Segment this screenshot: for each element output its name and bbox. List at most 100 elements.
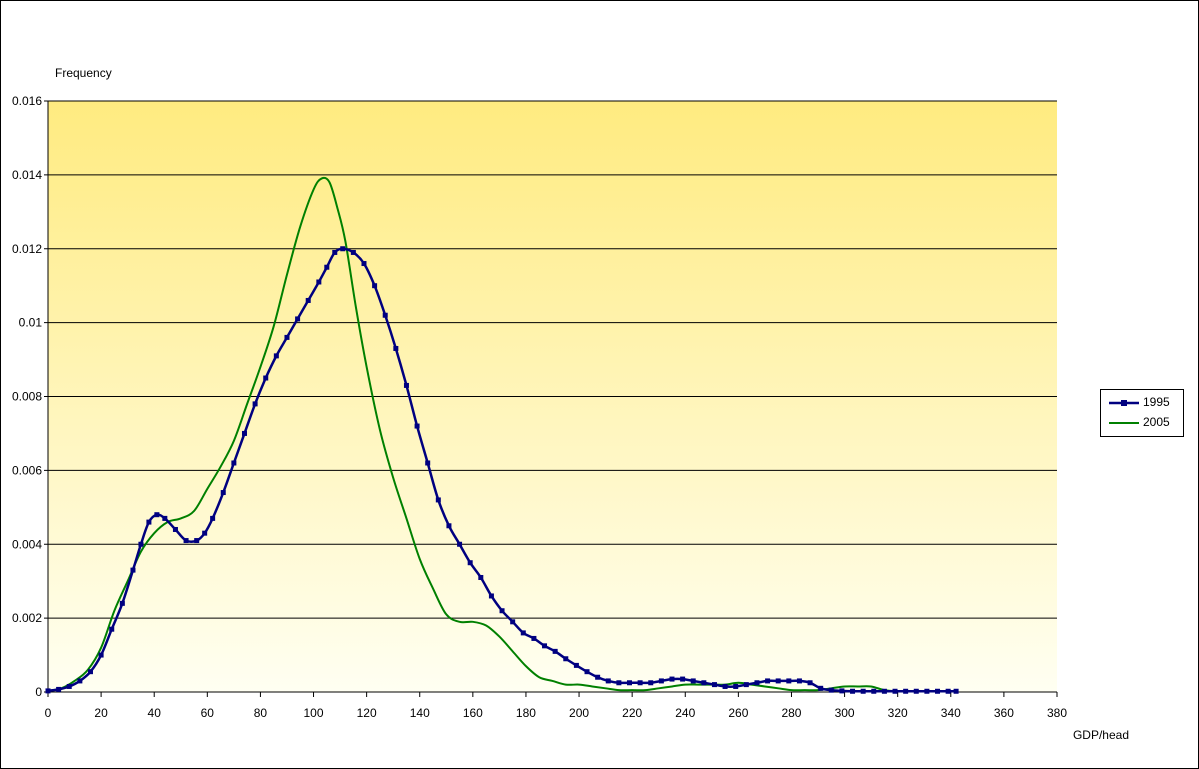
data-point-1995 (194, 538, 200, 544)
data-point-1995 (119, 600, 125, 606)
data-point-1995 (828, 687, 834, 693)
series-group (45, 176, 959, 694)
data-point-1995 (403, 382, 409, 388)
data-point-1995 (722, 683, 728, 689)
x-tick-label: 160 (463, 706, 483, 720)
data-point-1995 (45, 688, 51, 694)
data-point-1995 (520, 630, 526, 636)
data-point-1995 (273, 353, 279, 359)
y-tick-label: 0.004 (12, 537, 42, 551)
y-tick-label: 0.008 (12, 390, 42, 404)
x-tick-label: 280 (781, 706, 801, 720)
data-point-1995 (162, 515, 168, 521)
data-point-1995 (531, 635, 537, 641)
x-tick-label: 0 (45, 706, 52, 720)
data-point-1995 (340, 246, 346, 252)
legend-label-1995: 1995 (1143, 395, 1170, 409)
y-tick-label: 0.014 (12, 168, 42, 182)
data-point-1995 (499, 608, 505, 614)
x-tick-label: 220 (622, 706, 642, 720)
data-point-1995 (595, 674, 601, 680)
x-tick-label: 100 (304, 706, 324, 720)
data-point-1995 (146, 519, 152, 525)
data-point-1995 (913, 688, 919, 694)
data-point-1995 (935, 688, 941, 694)
data-point-1995 (172, 526, 178, 532)
data-point-1995 (881, 688, 887, 694)
data-point-1995 (263, 375, 269, 381)
data-point-1995 (56, 686, 62, 692)
data-point-1995 (109, 626, 115, 632)
y-tick-label: 0.01 (19, 316, 43, 330)
data-point-1995 (220, 490, 226, 496)
data-point-1995 (616, 680, 622, 686)
y-tick-label: 0.012 (12, 242, 42, 256)
legend: 1995 2005 (1100, 389, 1184, 437)
data-point-1995 (66, 683, 72, 689)
x-tick-label: 340 (941, 706, 961, 720)
y-tick-label: 0 (35, 685, 42, 699)
legend-swatch-1995 (1109, 400, 1139, 406)
x-tick-label: 380 (1047, 706, 1067, 720)
data-point-1995 (924, 688, 930, 694)
gridlines (48, 100, 1057, 619)
x-tick-label: 40 (148, 706, 162, 720)
data-point-1995 (818, 685, 824, 691)
data-point-1995 (573, 662, 579, 668)
data-point-1995 (850, 688, 856, 694)
data-point-1995 (154, 512, 160, 518)
data-point-1995 (796, 678, 802, 684)
data-point-1995 (87, 669, 93, 675)
data-point-1995 (701, 680, 707, 686)
data-point-1995 (332, 249, 338, 255)
data-point-1995 (754, 680, 760, 686)
x-tick-label: 320 (888, 706, 908, 720)
data-point-1995 (775, 678, 781, 684)
series-line-2005 (47, 176, 925, 693)
data-point-1995 (648, 680, 654, 686)
x-tick-label: 360 (994, 706, 1014, 720)
data-point-1995 (605, 678, 611, 684)
data-point-1995 (435, 497, 441, 503)
data-point-1995 (669, 676, 675, 682)
data-point-1995 (488, 593, 494, 599)
data-point-1995 (77, 678, 83, 684)
data-point-1995 (953, 688, 959, 694)
data-point-1995 (478, 574, 484, 580)
y-axis-title: Frequency (55, 66, 112, 80)
data-point-1995 (210, 515, 216, 521)
data-point-1995 (510, 619, 516, 625)
axes: 0 0.002 0.004 0.006 0.008 0.01 0.012 0.014 0.016… (12, 94, 1067, 720)
x-tick-label: 240 (675, 706, 695, 720)
y-tick-label: 0.002 (12, 611, 42, 625)
data-point-1995 (552, 648, 558, 654)
data-point-1995 (733, 683, 739, 689)
legend-item-2005: 2005 (1107, 413, 1181, 433)
legend-label-2005: 2005 (1143, 415, 1170, 429)
data-point-1995 (361, 261, 367, 267)
x-tick-label: 140 (410, 706, 430, 720)
data-point-1995 (295, 316, 301, 322)
data-point-1995 (743, 682, 749, 688)
data-point-1995 (627, 680, 632, 686)
data-point-1995 (350, 249, 356, 255)
x-axis-title: GDP/head (1073, 728, 1129, 742)
data-point-1995 (658, 678, 664, 684)
data-point-1995 (382, 312, 388, 318)
data-point-1995 (711, 682, 717, 688)
data-point-1995 (393, 345, 399, 351)
data-point-1995 (680, 676, 686, 682)
data-point-1995 (563, 656, 569, 662)
data-point-1995 (241, 430, 247, 436)
data-point-1995 (284, 334, 290, 340)
x-tick-label: 20 (94, 706, 108, 720)
x-tick-label: 60 (201, 706, 215, 720)
x-tick-label: 120 (357, 706, 377, 720)
data-point-1995 (98, 652, 104, 658)
y-tick-label: 0.006 (12, 463, 42, 477)
data-point-1995 (372, 283, 378, 289)
data-point-1995 (425, 460, 431, 466)
x-tick-label: 80 (254, 706, 268, 720)
data-point-1995 (183, 538, 189, 544)
data-point-1995 (839, 688, 845, 694)
